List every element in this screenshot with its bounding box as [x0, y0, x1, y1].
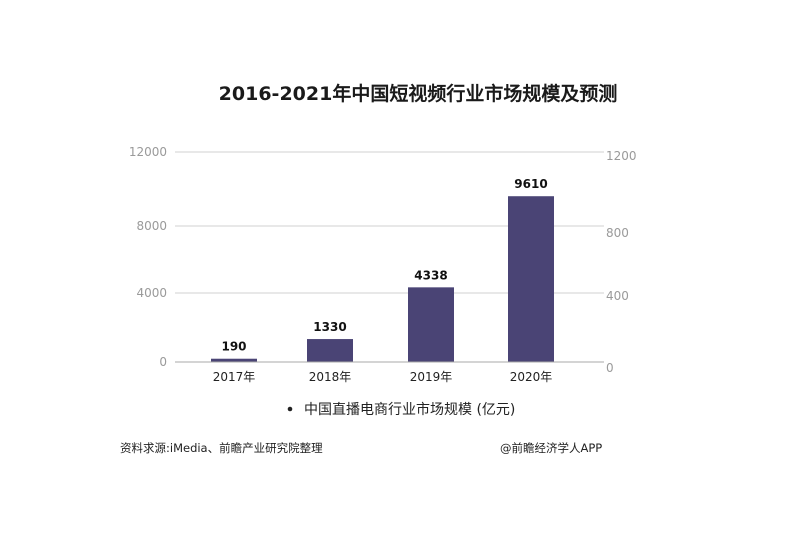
- legend-bullet: [287, 406, 293, 412]
- data-label: 190: [221, 340, 246, 354]
- y-right-tick-label: 800: [606, 226, 629, 240]
- data-label: 9610: [514, 177, 547, 191]
- y-left-tick-label: 12000: [129, 145, 167, 159]
- data-labels-group: 190 1330 4338 9610: [221, 177, 547, 354]
- right-axis-ticks: 0 400 800 1200: [606, 149, 637, 375]
- bar: [307, 339, 353, 362]
- legend-label: 中国直播电商行业市场规模 (亿元): [304, 401, 515, 418]
- y-right-tick-label: 400: [606, 289, 629, 303]
- x-tick-label: 2019年: [410, 370, 453, 384]
- bar: [211, 358, 257, 362]
- x-tick-label: 2020年: [510, 370, 553, 384]
- source-note: 资料求源:iMedia、前瞻产业研究院整理: [120, 441, 323, 455]
- data-label: 1330: [313, 320, 346, 334]
- bar: [408, 287, 454, 362]
- y-left-tick-label: 0: [159, 355, 167, 369]
- credit-note: @前瞻经济学人APP: [500, 441, 602, 455]
- x-axis-ticks: 2017年 2018年 2019年 2020年: [213, 370, 553, 384]
- bar: [508, 196, 554, 362]
- data-label: 4338: [414, 268, 447, 282]
- chart-title: 2016-2021年中国短视频行业市场规模及预测: [219, 82, 618, 105]
- y-right-tick-label: 1200: [606, 149, 637, 163]
- y-left-tick-label: 4000: [136, 286, 167, 300]
- left-axis-ticks: 0 4000 8000 12000: [129, 145, 167, 369]
- x-tick-label: 2018年: [309, 370, 352, 384]
- y-left-tick-label: 8000: [136, 219, 167, 233]
- y-right-tick-label: 0: [606, 361, 614, 375]
- x-tick-label: 2017年: [213, 370, 256, 384]
- bars-group: [211, 196, 554, 362]
